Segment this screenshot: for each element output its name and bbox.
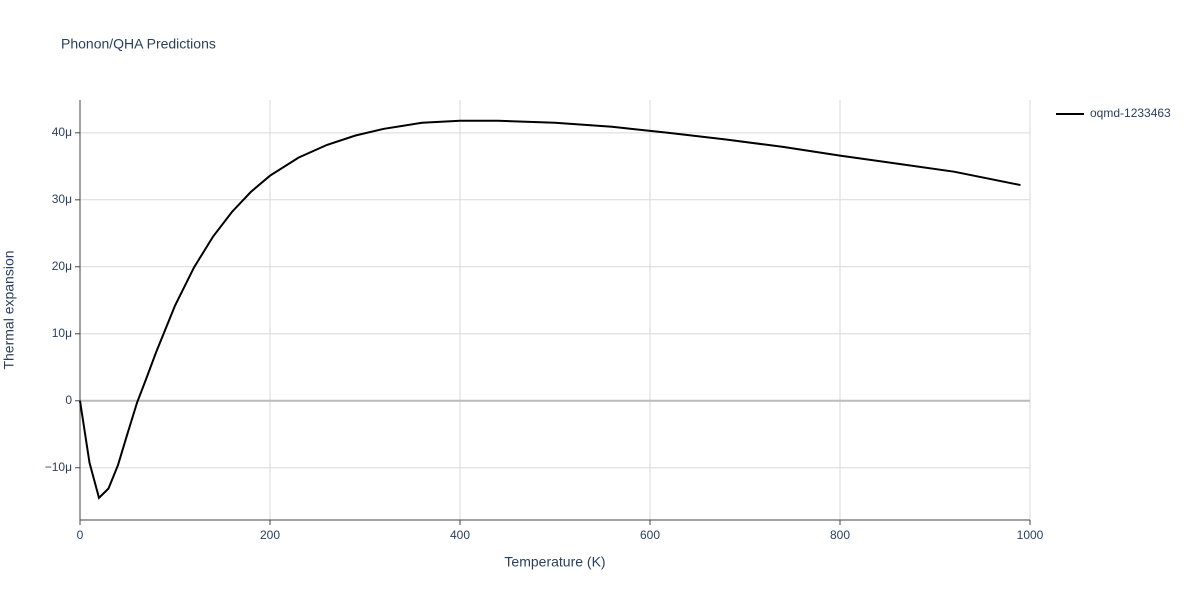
x-tick-label: 1000 bbox=[1017, 528, 1044, 542]
y-tick-label: 40μ bbox=[52, 125, 72, 139]
x-tick-label: 800 bbox=[830, 528, 850, 542]
legend-label: oqmd-1233463 bbox=[1090, 106, 1171, 120]
x-axis-label: Temperature (K) bbox=[504, 554, 605, 570]
x-tick-label: 200 bbox=[260, 528, 280, 542]
chart-title: Phonon/QHA Predictions bbox=[61, 36, 216, 52]
y-tick-label: 20μ bbox=[52, 259, 72, 273]
y-tick-label: 10μ bbox=[52, 326, 72, 340]
x-tick-label: 600 bbox=[640, 528, 660, 542]
x-tick-label: 400 bbox=[450, 528, 470, 542]
y-tick-label: −10μ bbox=[45, 460, 72, 474]
y-axis-label: Thermal expansion bbox=[1, 250, 17, 369]
x-tick-label: 0 bbox=[77, 528, 84, 542]
y-tick-label: 0 bbox=[65, 393, 72, 407]
y-tick-label: 30μ bbox=[52, 192, 72, 206]
data-line bbox=[79, 119, 1021, 500]
